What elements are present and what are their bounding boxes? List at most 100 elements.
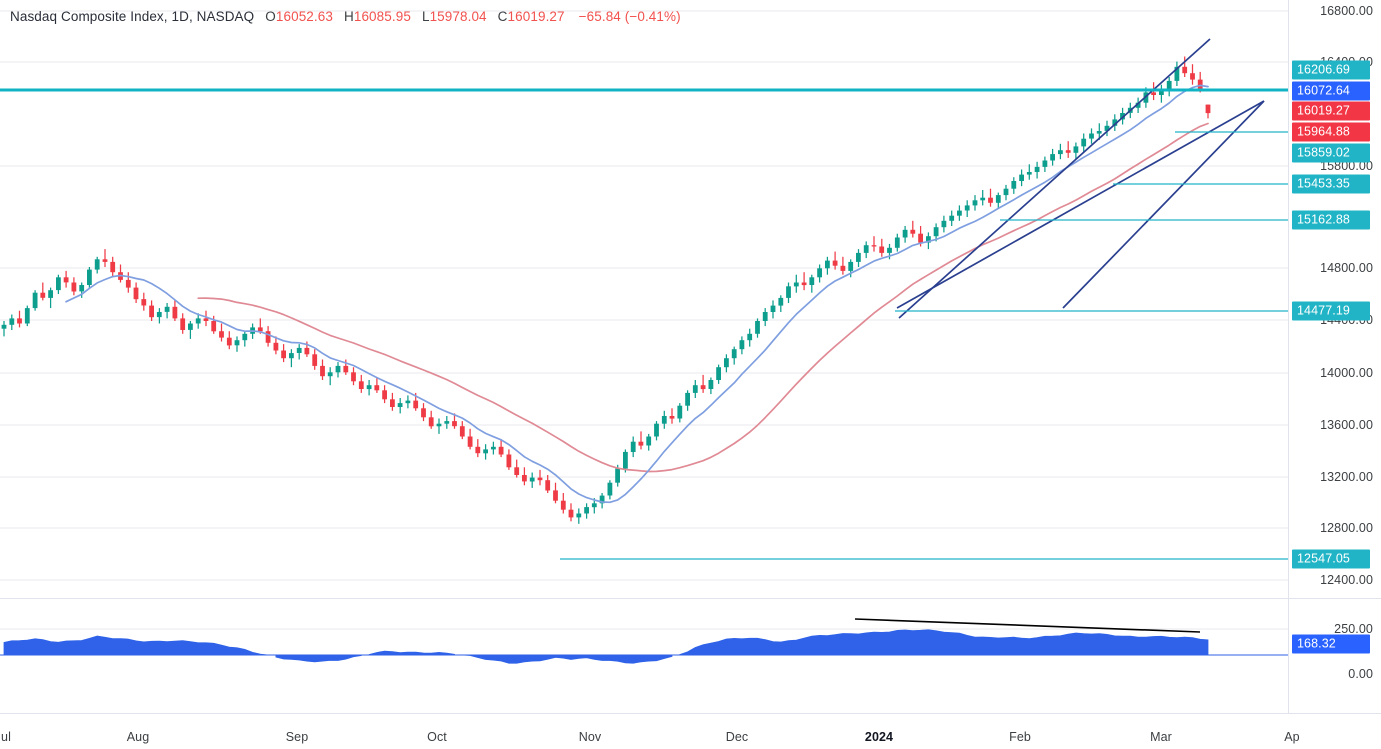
price-badge-teal[interactable]: 14477.19: [1292, 301, 1370, 321]
candle-body: [576, 513, 582, 518]
candle-body: [421, 408, 426, 418]
candle-body: [949, 215, 955, 221]
candle-body: [1081, 138, 1087, 147]
drawings-layer[interactable]: [0, 38, 1288, 560]
candle-body: [102, 259, 108, 262]
price-badge-teal[interactable]: 16206.69: [1292, 60, 1370, 80]
ascending-channel-lower-parallel[interactable]: [1062, 100, 1265, 309]
candle-body: [1104, 125, 1110, 131]
price-change: −65.84 (−0.41%): [578, 8, 681, 24]
ascending-channel-upper[interactable]: [898, 38, 1211, 319]
time-tick: Aug: [126, 730, 150, 744]
candle-body: [125, 279, 131, 288]
candle-body: [786, 286, 791, 298]
candle-body: [436, 423, 442, 427]
price-tick: 12800.00: [1320, 521, 1373, 535]
oscillator-canvas[interactable]: [0, 600, 1288, 713]
candle-body: [172, 306, 178, 319]
symbol-title[interactable]: Nasdaq Composite Index, 1D, NASDAQ: [10, 8, 255, 24]
candle-body: [1089, 133, 1094, 139]
candle-body: [615, 468, 620, 483]
candle-body: [638, 441, 644, 446]
candle-body: [700, 385, 706, 390]
price-pane[interactable]: [0, 0, 1288, 597]
candle-body: [941, 220, 947, 228]
candle-body: [156, 312, 162, 318]
candle-body: [203, 318, 209, 321]
candle-body: [894, 237, 900, 248]
candle-body: [817, 268, 822, 278]
low-key: L: [421, 8, 430, 24]
candle-body: [219, 331, 224, 338]
price-scale[interactable]: 16800.0016400.0015800.0014800.0014400.00…: [1289, 0, 1381, 713]
time-tick: Sep: [285, 730, 309, 744]
candle-body: [1011, 181, 1017, 189]
candle-body: [1065, 150, 1071, 153]
indicator-pane[interactable]: [0, 600, 1288, 713]
time-scale[interactable]: ul Aug Sep Oct Nov Dec 2024 Feb Mar Ap: [0, 714, 1381, 749]
candle-body: [1190, 73, 1195, 80]
candle-body: [902, 229, 908, 238]
price-badge-red[interactable]: 15964.88: [1292, 122, 1370, 142]
price-badge-blue[interactable]: 16072.64: [1292, 81, 1370, 101]
candlestick-series: [1, 56, 1211, 524]
candle-body: [491, 446, 496, 450]
price-tick: 16800.00: [1320, 4, 1373, 18]
candle-body: [234, 340, 240, 346]
candle-body: [1112, 119, 1118, 126]
oscillator-negative-area: [275, 654, 673, 664]
candle-body: [1205, 104, 1211, 114]
candle-body: [1197, 79, 1203, 89]
candle-body: [1096, 131, 1102, 134]
candle-body: [48, 290, 53, 298]
oscillator-positive-area: [3, 629, 1209, 656]
price-badge-teal[interactable]: 15859.02: [1292, 143, 1370, 163]
candle-body: [980, 197, 986, 201]
price-badge-teal[interactable]: 15162.88: [1292, 210, 1370, 230]
candle-body: [793, 282, 799, 287]
candle-body: [312, 354, 318, 366]
candle-body: [1174, 66, 1180, 81]
candle-body: [545, 480, 551, 491]
price-badge-red[interactable]: 16019.27: [1292, 101, 1370, 121]
candle-body: [685, 392, 690, 406]
candle-body: [1135, 102, 1141, 108]
bearish-divergence-line[interactable]: [854, 618, 1201, 633]
price-tick: 0.00: [1348, 667, 1373, 681]
candle-body: [529, 477, 535, 482]
candle-body: [281, 350, 286, 359]
candle-body: [964, 205, 970, 211]
price-badge-teal[interactable]: 12547.05: [1292, 549, 1370, 569]
candle-body: [1034, 166, 1040, 172]
price-tick: 12400.00: [1320, 573, 1373, 587]
candle-body: [133, 287, 139, 300]
candle-body: [553, 490, 558, 501]
candle-body: [560, 500, 566, 510]
price-badge-teal[interactable]: 15453.35: [1292, 174, 1370, 194]
candle-body: [24, 308, 30, 324]
candle-body: [762, 312, 768, 321]
candle-body: [304, 347, 310, 355]
pane-divider: [0, 598, 1381, 599]
candle-body: [926, 236, 931, 243]
candle-body: [724, 358, 729, 368]
candle-body: [747, 333, 753, 341]
price-tick: 15800.00: [1320, 159, 1373, 173]
candle-body: [995, 195, 1001, 203]
candle-body: [879, 246, 885, 253]
candle-body: [646, 436, 652, 446]
open-value: 16052.63: [275, 8, 333, 24]
candle-body: [848, 261, 854, 271]
candle-body: [1058, 150, 1063, 155]
candle-body: [832, 260, 838, 266]
candle-body: [149, 305, 154, 318]
candle-body: [825, 260, 830, 269]
close-key: C: [497, 8, 508, 24]
price-badge-blue[interactable]: 168.32: [1292, 634, 1370, 654]
candle-body: [226, 337, 232, 346]
price-tick: 14800.00: [1320, 261, 1373, 275]
price-chart-canvas[interactable]: [0, 0, 1288, 597]
ascending-channel-lower[interactable]: [896, 100, 1265, 309]
candle-body: [483, 449, 488, 454]
candle-body: [296, 347, 302, 353]
